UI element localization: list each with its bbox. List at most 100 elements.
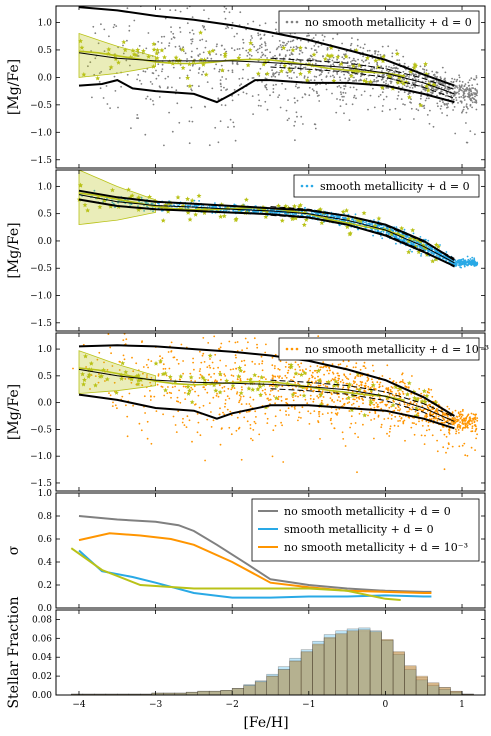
data-point <box>380 56 382 58</box>
data-point <box>326 404 329 406</box>
data-point <box>259 44 261 47</box>
data-point <box>188 142 191 145</box>
dashed-line <box>270 66 455 99</box>
data-point <box>445 91 448 94</box>
data-point <box>142 366 145 368</box>
data-point <box>402 422 405 425</box>
data-point-star <box>426 81 432 87</box>
data-point <box>235 429 238 432</box>
data-point <box>309 397 312 400</box>
data-point <box>355 388 358 390</box>
data-point <box>208 144 211 147</box>
data-point <box>467 107 469 110</box>
data-point <box>218 384 221 387</box>
sigma-line-blue <box>78 549 432 599</box>
data-point <box>370 391 373 394</box>
data-point <box>372 234 374 237</box>
data-point <box>458 413 461 416</box>
data-point <box>439 429 442 432</box>
data-point-star <box>376 216 382 221</box>
data-point <box>469 258 472 260</box>
data-point-star <box>236 55 242 61</box>
data-point <box>458 93 460 95</box>
data-point <box>147 202 150 205</box>
data-point <box>232 375 235 377</box>
data-point <box>170 350 173 353</box>
data-point <box>236 391 239 393</box>
data-point <box>322 55 324 58</box>
data-point-star <box>82 377 87 382</box>
data-point <box>452 423 455 426</box>
data-point <box>271 69 273 72</box>
data-point <box>264 22 267 25</box>
data-point <box>224 399 227 401</box>
data-point <box>362 47 365 50</box>
data-point <box>392 78 394 80</box>
data-point <box>100 23 102 26</box>
data-point-star <box>108 203 114 209</box>
data-point <box>309 58 311 60</box>
data-point <box>266 108 269 111</box>
data-point <box>426 404 429 407</box>
data-point-star <box>163 202 169 208</box>
data-point <box>374 412 377 414</box>
data-point <box>213 372 216 375</box>
data-point-star <box>258 392 264 397</box>
data-point <box>247 341 249 344</box>
data-point <box>161 357 164 360</box>
data-point <box>455 420 458 423</box>
data-point <box>296 46 299 49</box>
data-point <box>204 46 207 49</box>
data-point <box>369 68 372 71</box>
data-point <box>138 45 141 47</box>
data-point <box>198 200 201 202</box>
data-point <box>213 67 216 70</box>
data-point <box>238 78 241 80</box>
data-point <box>338 85 341 87</box>
data-point-star <box>433 400 439 405</box>
data-point <box>170 31 173 33</box>
data-point <box>352 366 355 369</box>
y-tick-label: −0.5 <box>30 425 52 435</box>
data-point <box>317 212 319 215</box>
data-point <box>438 251 440 254</box>
panel-frame <box>55 492 486 609</box>
data-point <box>142 3 144 5</box>
data-point <box>100 70 103 73</box>
data-point-star <box>166 59 172 64</box>
data-point <box>392 380 395 382</box>
data-point <box>421 84 423 86</box>
data-point <box>281 377 283 379</box>
data-point <box>309 54 312 57</box>
data-point <box>391 390 393 393</box>
data-point-star <box>219 202 225 207</box>
data-point-star <box>95 195 101 200</box>
x-tick-label: 1 <box>459 700 465 710</box>
data-point <box>248 403 251 405</box>
data-point-star <box>200 62 206 67</box>
data-point <box>403 228 406 231</box>
data-point <box>321 399 323 402</box>
data-point <box>284 374 287 377</box>
histogram-bar-orange <box>312 643 325 696</box>
data-point-star <box>365 55 370 61</box>
y-tick-label: −1.5 <box>30 479 52 489</box>
data-point <box>423 107 426 109</box>
data-point <box>410 408 413 411</box>
data-point <box>224 104 227 107</box>
data-point <box>400 417 403 420</box>
data-point <box>226 25 229 28</box>
data-point <box>157 374 160 377</box>
data-point <box>381 74 384 77</box>
data-point-star <box>151 47 157 52</box>
data-point <box>159 355 161 358</box>
data-point <box>256 48 259 51</box>
data-point <box>445 259 448 261</box>
data-point <box>464 417 467 420</box>
data-point <box>435 416 437 418</box>
data-point <box>336 33 339 36</box>
data-point <box>275 83 277 86</box>
data-point <box>258 363 261 365</box>
data-point <box>468 95 471 98</box>
y-tick-label: −1.5 <box>30 319 52 329</box>
